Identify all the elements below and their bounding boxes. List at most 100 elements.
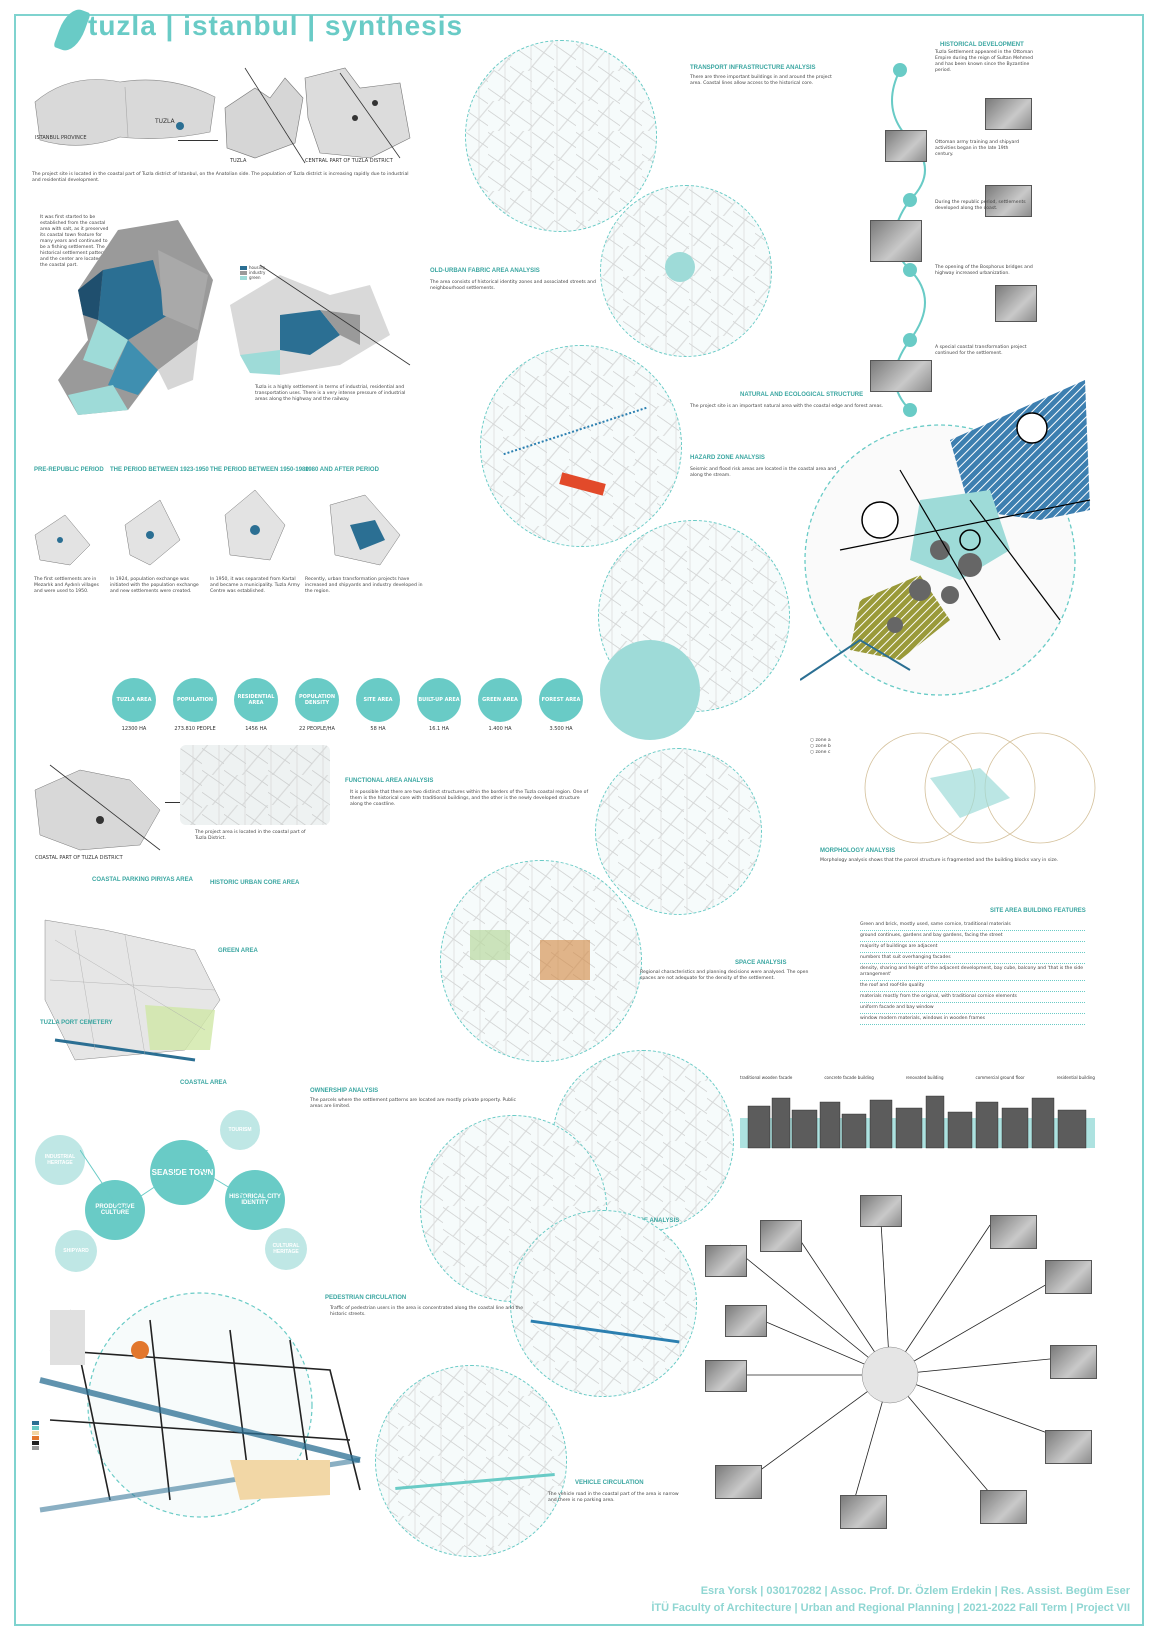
land-use-text: Tuzla is a highly settlement in terms of… xyxy=(255,385,406,402)
pedestrian-head: PEDESTRIAN CIRCULATION xyxy=(325,1295,407,1301)
stat-value: 22 PEOPLE/HA xyxy=(299,726,335,732)
building-photo-1 xyxy=(705,1245,747,1277)
stat-circle: BUILT-UP AREA xyxy=(417,678,461,722)
pedestrian-circle xyxy=(510,1210,697,1397)
development-text: It was first started to be established f… xyxy=(40,215,109,268)
building-rule: density, sharing and height of the adjac… xyxy=(860,964,1085,981)
ownership-text: The parcels where the settlement pattern… xyxy=(310,1098,517,1109)
building-rule: window modern materials, windows in wood… xyxy=(860,1014,1085,1025)
skyline-label: concrete facade building xyxy=(824,1075,874,1080)
tuzla-map-label: TUZLA xyxy=(155,118,175,125)
green-text: The area consists of historical identity… xyxy=(430,280,596,291)
history-photo-1 xyxy=(985,98,1032,130)
ecological-map xyxy=(800,380,1091,696)
space-head: SPACE ANALYSIS xyxy=(735,960,787,966)
bubble-top: TOURISM xyxy=(220,1110,260,1150)
stat-circle: FOREST AREA xyxy=(539,678,583,722)
vehicle-head: VEHICLE CIRCULATION xyxy=(575,1480,644,1486)
natural-head: NATURAL AND ECOLOGICAL STRUCTURE xyxy=(740,392,864,398)
bubble-bottom-right: CULTURAL HERITAGE xyxy=(265,1228,307,1270)
coastal-district-label: COASTAL PART OF TUZLA DISTRICT xyxy=(35,855,123,861)
stat-value: 1.400 HA xyxy=(488,726,512,732)
period3-head: THE PERIOD BETWEEN 1950-1980 xyxy=(210,467,309,473)
coastal-strip-label: Coastal Area xyxy=(180,1080,227,1086)
history-text-2: Ottoman army training and shipyard activ… xyxy=(935,140,1020,157)
history-text-4: The opening of the Bosphorus bridges and… xyxy=(935,265,1033,276)
skyline-label: renovated building xyxy=(905,1075,944,1080)
footer-line-2: İTÜ Faculty of Architecture | Urban and … xyxy=(651,1602,1130,1614)
central-tuzla-map xyxy=(304,67,411,159)
skyline-label: commercial ground floor xyxy=(975,1075,1025,1080)
hazard-text: Seismic and flood risk areas are located… xyxy=(690,467,837,478)
land-use-map xyxy=(230,264,411,375)
morphology-text: Morphology analysis shows that the parce… xyxy=(820,858,1059,863)
istanbul-province-label: ISTANBUL PROVINCE xyxy=(35,135,87,141)
bubble-left: PRODUCTIVE CULTURE xyxy=(85,1180,145,1240)
building-rule: majority of buildings are adjacent xyxy=(860,942,1085,953)
functional-circle xyxy=(595,748,762,915)
green-area-blob xyxy=(665,252,695,282)
bubble-connectors xyxy=(80,1150,251,1211)
building-rule: uniform facade and bay window xyxy=(860,1003,1085,1014)
coastal-district-map xyxy=(34,764,161,851)
bubble-bottom-left: SHIPYARD xyxy=(55,1230,97,1272)
space-text: Regional characteristics and planning de… xyxy=(640,970,809,981)
central-tuzla-label: CENTRAL PART OF TUZLA DISTRICT xyxy=(305,158,393,164)
period1-head: PRE-REPUBLIC PERIOD xyxy=(34,467,104,473)
arrow-line xyxy=(178,140,218,141)
building-photo-6 xyxy=(1050,1345,1097,1379)
history-text-3: During the republic period, settlements … xyxy=(935,200,1026,211)
stat-circle: RESIDENTIAL AREA xyxy=(234,678,278,722)
building-photo-8 xyxy=(980,1490,1027,1524)
building-photo-11 xyxy=(705,1360,747,1392)
period2-head: THE PERIOD BETWEEN 1923-1950 xyxy=(110,467,209,473)
transport-head: TRANSPORT INFRASTRUCTURE ANALYSIS xyxy=(690,65,816,71)
green-zone-label: Green Area xyxy=(218,948,258,954)
period1-text: The first settlements are in Mezarlık an… xyxy=(34,577,99,594)
period4-head: 1980 AND AFTER PERIOD xyxy=(305,467,379,473)
orange-overlay xyxy=(540,940,590,980)
synthesis-master-map xyxy=(39,1292,361,1518)
stat-circle: POPULATION DENSITY xyxy=(295,678,339,722)
stat-circle: POPULATION xyxy=(173,678,217,722)
history-photo-4 xyxy=(870,220,922,262)
overlay-legend: ○ zone a ○ zone b ○ zone c xyxy=(810,738,831,755)
coastal-zone-label: Coastal Parking Piriyas Area xyxy=(92,877,193,883)
coastal-detail-map xyxy=(180,745,330,825)
pedestrian-text: Traffic of pedestrian users in the area … xyxy=(330,1306,524,1317)
neighbourhood-map xyxy=(58,220,213,415)
building-photo-2 xyxy=(760,1220,802,1252)
building-photo-9 xyxy=(840,1495,887,1529)
stat-value: 16.1 HA xyxy=(429,726,449,732)
skyline-elevation xyxy=(740,1095,1095,1149)
green-overlay xyxy=(470,930,510,960)
tuzla-district-map xyxy=(224,67,306,164)
skyline-label: traditional wooden facade xyxy=(740,1075,793,1080)
building-rule: numbers that suit overhanging facades xyxy=(860,953,1085,964)
history-photo-6 xyxy=(870,360,932,392)
stat-value: 273.810 PEOPLE xyxy=(174,726,216,732)
stat-circle: SITE AREA xyxy=(356,678,400,722)
functional-head: FUNCTIONAL AREA ANALYSIS xyxy=(345,778,434,784)
poster-frame xyxy=(14,14,1144,1626)
building-photo-12 xyxy=(725,1305,767,1337)
transport-text: There are three important buildings in a… xyxy=(690,75,832,86)
vehicle-circle xyxy=(375,1365,567,1557)
stat-value: 58 HA xyxy=(370,726,386,732)
ownership-head: OWNERSHIP ANALYSIS xyxy=(310,1088,379,1094)
building-rules-list: Green and brick, mostly used, same corni… xyxy=(860,920,1085,1025)
stat-circle: GREEN AREA xyxy=(478,678,522,722)
overlay-circles xyxy=(864,732,1096,844)
coastal-detail-text: The project area is located in the coast… xyxy=(195,830,306,841)
istanbul-province-map xyxy=(34,79,216,146)
hazard-head: HAZARD ZONE ANALYSIS xyxy=(690,455,765,461)
history-photo-5 xyxy=(995,285,1037,322)
stat-value: 1456 HA xyxy=(245,726,267,732)
cemetery-label: Tuzla Port Cemetery xyxy=(40,1020,113,1026)
period4-text: Recently, urban transformation projects … xyxy=(305,577,423,594)
land-use-legend: housing industry green xyxy=(240,265,265,280)
history-photo-2 xyxy=(885,130,927,162)
bubble-right: HISTORICAL CITY IDENTITY xyxy=(225,1170,285,1230)
footer-line-1: Esra Yorsk | 030170282 | Assoc. Prof. Dr… xyxy=(700,1585,1130,1597)
historic-zone-label: Historic Urban Core Area xyxy=(210,880,300,886)
